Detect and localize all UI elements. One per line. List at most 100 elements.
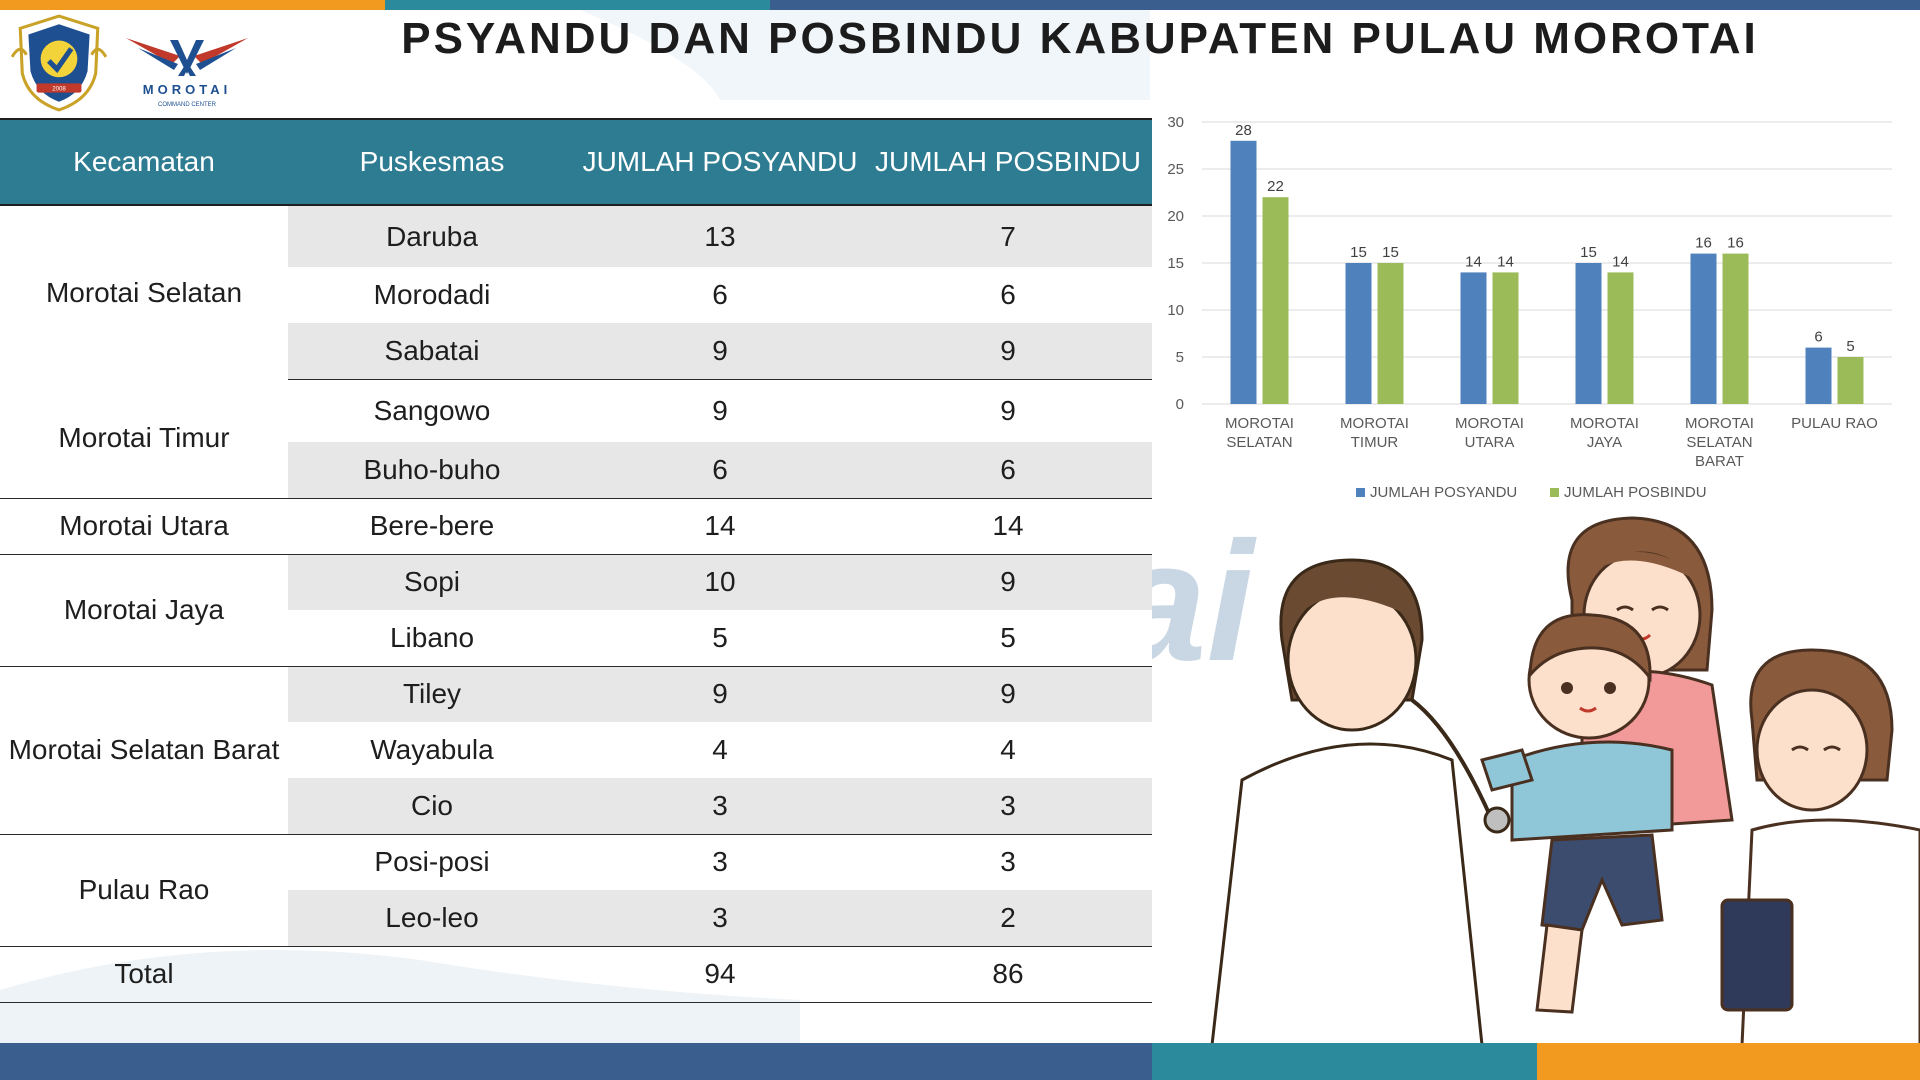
- puskesmas-cell: Leo-leo: [288, 890, 576, 947]
- posbindu-cell: 2: [864, 890, 1152, 947]
- posbindu-cell: 3: [1000, 846, 1016, 878]
- bar-posyandu: [1460, 272, 1487, 404]
- puskesmas-cell: Daruba: [288, 205, 576, 267]
- posbindu-cell: 7: [864, 205, 1152, 267]
- kecamatan-cell: Pulau Rao: [0, 834, 288, 947]
- child-figure-icon: [1480, 613, 1674, 1014]
- y-tick-label: 15: [1167, 255, 1184, 272]
- posbindu-cell: 3: [864, 778, 1152, 835]
- watermark-text: ai: [1152, 507, 1258, 697]
- data-label: 16: [1727, 235, 1744, 252]
- posyandu-cell: 10: [576, 554, 864, 610]
- posyandu-cell: 5: [576, 610, 864, 667]
- command-center-logo-icon: MOROTAI COMMAND CENTER: [126, 38, 248, 108]
- table-header-row: Kecamatan Puskesmas JUMLAH POSYANDU JUML…: [0, 118, 1152, 206]
- posbindu-cell: 6: [1000, 279, 1016, 310]
- total-row: Total 94 86: [0, 946, 1152, 1003]
- table-row: Wayabula 4 4: [0, 722, 1152, 778]
- nurse-figure-icon: [1720, 648, 1920, 1045]
- posbindu-cell: 9: [1000, 394, 1016, 426]
- bar-posbindu: [1377, 263, 1404, 404]
- page-title: PSYANDU DAN POSBINDU KABUPATEN PULAU MOR…: [401, 14, 1759, 63]
- table-row: Morotai Timur Sangowo 9 9: [0, 379, 1152, 499]
- data-label: 6: [1814, 329, 1822, 346]
- total-puskesmas: [288, 946, 576, 1003]
- x-category-label: BARAT: [1695, 453, 1744, 470]
- y-tick-label: 25: [1167, 161, 1184, 178]
- posbindu-cell: 5: [864, 610, 1152, 667]
- table-row: Pulau Rao Posi-posi 3 3: [0, 834, 1152, 947]
- top-bar-blue: [770, 0, 1920, 10]
- puskesmas-cell: Sangowo: [373, 394, 491, 426]
- bar-posyandu: [1230, 140, 1257, 405]
- x-category-label: SELATAN: [1686, 434, 1752, 451]
- top-accent-bar: [0, 0, 1920, 10]
- data-label: 5: [1846, 338, 1854, 355]
- logo-name: MOROTAI: [143, 82, 231, 97]
- posyandu-cell: 9: [712, 394, 728, 426]
- posbindu-cell: 4: [1000, 734, 1016, 765]
- x-category-label: MOROTAI: [1685, 415, 1754, 432]
- puskesmas-cell: Sabatai: [288, 323, 576, 380]
- x-category-label: PULAU RAO: [1791, 415, 1878, 432]
- x-category-label: SELATAN: [1226, 434, 1292, 451]
- table-row: Leo-leo 3 2: [0, 890, 1152, 947]
- posyandu-cell: 3: [712, 846, 728, 878]
- bar-posyandu: [1345, 263, 1372, 404]
- posyandu-cell: 3: [576, 778, 864, 835]
- data-label: 16: [1695, 235, 1712, 252]
- total-label: Total: [0, 946, 288, 1003]
- y-tick-label: 5: [1176, 349, 1184, 366]
- data-label: 15: [1580, 244, 1597, 261]
- bar-posyandu: [1690, 253, 1717, 404]
- puskesmas-cell: Buho-buho: [288, 442, 576, 499]
- puskesmas-cell: Libano: [288, 610, 576, 667]
- posyandu-cell: 9: [576, 666, 864, 722]
- legend-swatch: [1550, 488, 1559, 497]
- posyandu-cell: 14: [576, 498, 864, 555]
- bar-posyandu: [1805, 347, 1832, 404]
- posyandu-cell: 3: [576, 890, 864, 947]
- header-jumlah-posyandu: JUMLAH POSYANDU: [576, 118, 864, 206]
- table-row: Morotai Utara Bere-bere 14 14: [0, 498, 1152, 555]
- data-label: 28: [1235, 122, 1252, 139]
- legend-swatch: [1356, 488, 1365, 497]
- table-row: Sabatai 9 9: [0, 323, 1152, 380]
- puskesmas-cell: Wayabula: [370, 734, 494, 765]
- posbindu-cell: 9: [864, 554, 1152, 610]
- logo-subtitle: COMMAND CENTER: [158, 102, 217, 108]
- total-posbindu: 86: [864, 946, 1152, 1003]
- doctor-figure-icon: [1210, 558, 1511, 1045]
- puskesmas-cell: Bere-bere: [288, 498, 576, 555]
- table-row: Morotai Selatan Barat Tiley 9 9: [0, 666, 1152, 835]
- posbindu-cell: 6: [864, 442, 1152, 499]
- kecamatan-cell: Morotai Jaya: [0, 554, 288, 667]
- y-tick-label: 10: [1167, 302, 1184, 319]
- puskesmas-cell: Tiley: [288, 666, 576, 722]
- top-bar-orange: [0, 0, 385, 10]
- puskesmas-cell: Cio: [288, 778, 576, 835]
- bottom-accent-bar: [0, 1043, 1920, 1080]
- x-category-label: JAYA: [1587, 434, 1622, 451]
- x-category-label: MOROTAI: [1340, 415, 1409, 432]
- puskesmas-cell: Sopi: [288, 554, 576, 610]
- bar-posbindu: [1607, 272, 1634, 404]
- logo-area: 2008 MOROTAI COMMAND CENTER: [0, 8, 260, 118]
- top-bar-teal: [385, 0, 770, 10]
- table-row: Morodadi 6 6: [0, 267, 1152, 323]
- header-kecamatan: Kecamatan: [0, 118, 288, 206]
- kecamatan-cell: Morotai Utara: [0, 498, 288, 555]
- puskesmas-cell: Posi-posi: [374, 846, 490, 878]
- total-posyandu: 94: [576, 946, 864, 1003]
- legend-label: JUMLAH POSBINDU: [1564, 484, 1707, 501]
- posbindu-cell: 9: [864, 666, 1152, 722]
- legend-label: JUMLAH POSYANDU: [1370, 484, 1517, 501]
- data-label: 15: [1350, 244, 1367, 261]
- table-row: Buho-buho 6 6: [0, 442, 1152, 499]
- x-category-label: MOROTAI: [1570, 415, 1639, 432]
- data-label: 14: [1465, 253, 1482, 270]
- x-category-label: UTARA: [1465, 434, 1515, 451]
- posbindu-cell: 14: [864, 498, 1152, 555]
- bar-posbindu: [1722, 253, 1749, 404]
- kecamatan-cell: Morotai Selatan Barat: [0, 666, 288, 835]
